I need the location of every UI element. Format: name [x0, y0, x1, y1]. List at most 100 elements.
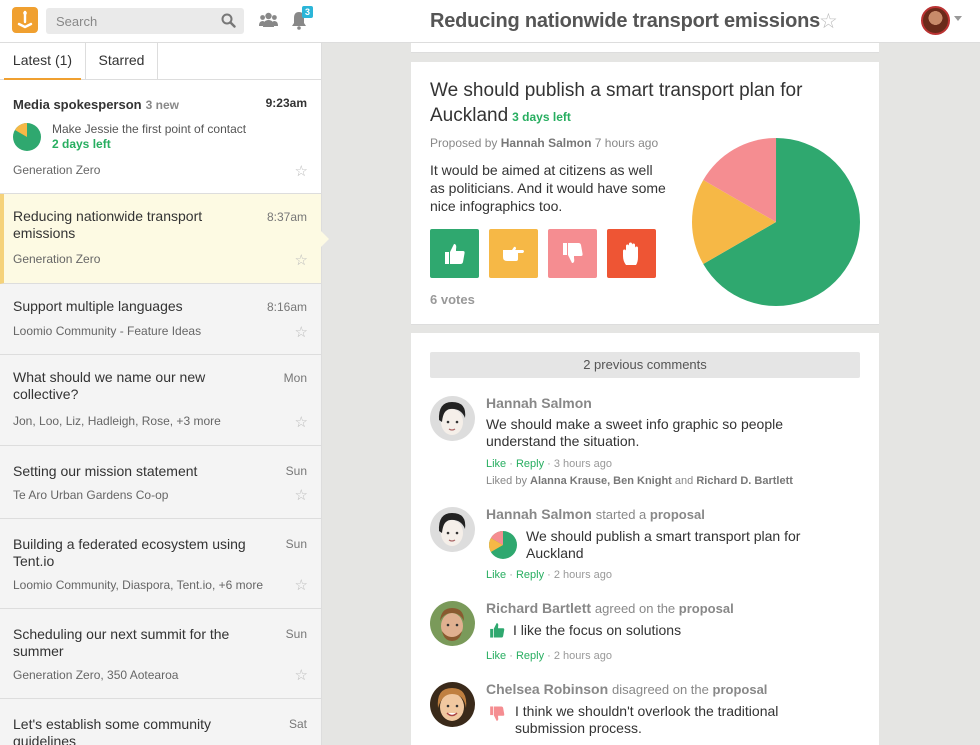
comment-author[interactable]: Richard Bartlett agreed on the proposal	[486, 600, 734, 616]
comment-body: I like the focus on solutions	[513, 622, 873, 639]
user-avatar[interactable]	[921, 6, 950, 35]
groups-icon[interactable]	[259, 12, 278, 28]
avatar[interactable]	[430, 601, 475, 646]
search-input[interactable]	[46, 8, 211, 34]
tab-starred-label: Starred	[99, 52, 145, 68]
top-bar: 3 Reducing nationwide transport emission…	[0, 0, 980, 43]
list-item[interactable]: Building a federated ecosystem using Ten…	[0, 519, 321, 609]
list-item-title: What should we name our new collective?	[13, 369, 253, 403]
tab-latest-label: Latest (1)	[13, 52, 72, 68]
like-link[interactable]: Like	[486, 569, 506, 581]
votes-count[interactable]: 6 votes	[430, 292, 475, 307]
like-link[interactable]: Like	[486, 458, 506, 470]
comment-actions: Like · Reply · 2 hours ago	[486, 569, 612, 581]
list-item-time: Sun	[286, 627, 307, 641]
tab-latest[interactable]: Latest (1)	[0, 43, 86, 80]
proposal-pie-icon	[488, 530, 518, 560]
vote-disagree-button[interactable]	[548, 229, 597, 278]
list-item[interactable]: Media spokesperson 3 new 9:23am Generatio…	[0, 80, 321, 194]
caret-down-icon[interactable]	[954, 16, 962, 21]
new-count: 3 new	[146, 98, 179, 112]
list-item-title: Scheduling our next summit for the summe…	[13, 626, 253, 660]
comment-activity: agreed on the proposal	[595, 601, 734, 616]
list-item-active[interactable]: Reducing nationwide transport emissions …	[0, 194, 321, 284]
activity-target[interactable]: proposal	[679, 601, 734, 616]
comment-actions: Like · Reply · 3 hours ago	[486, 458, 612, 470]
proposal-description: It would be aimed at citizens as well as…	[430, 161, 670, 215]
loomio-logo-icon[interactable]	[12, 7, 38, 33]
proposal-meta: Proposed by Hannah Salmon 7 hours ago	[430, 136, 658, 150]
proposer-name[interactable]: Hannah Salmon	[501, 136, 592, 150]
avatar[interactable]	[430, 396, 475, 441]
list-item-time: Sun	[286, 464, 307, 478]
activity-target[interactable]: proposal	[650, 507, 705, 522]
list-item[interactable]: Let's establish some community guideline…	[0, 699, 321, 745]
sidebar-tabs: Latest (1) Starred	[0, 43, 321, 80]
list-item-title: Building a federated ecosystem using Ten…	[13, 536, 253, 570]
avatar-hannah-image	[430, 396, 475, 441]
list-item-title: Reducing nationwide transport emissions	[13, 208, 253, 242]
comment-body: We should publish a smart transport plan…	[526, 528, 826, 562]
list-item-time: Sat	[289, 717, 307, 731]
comment-author[interactable]: Hannah Salmon started a proposal	[486, 506, 705, 522]
tab-starred[interactable]: Starred	[86, 43, 158, 80]
list-item-title: Setting our mission statement	[13, 463, 253, 480]
list-item-group: Generation Zero	[13, 252, 100, 266]
list-item-group: Generation Zero, 350 Aotearoa	[13, 668, 178, 682]
reply-link[interactable]: Reply	[516, 650, 544, 662]
thumbs-up-icon	[488, 621, 506, 639]
list-item[interactable]: What should we name our new collective? …	[0, 355, 321, 446]
active-item-pointer	[321, 231, 329, 247]
comment-body: I think we shouldn't overlook the tradit…	[515, 703, 815, 737]
proposal-title: We should publish a smart transport plan…	[430, 78, 830, 130]
block-hand-icon	[619, 241, 644, 266]
comment-time: 2 hours ago	[554, 650, 612, 662]
previous-comments-button[interactable]: 2 previous comments	[430, 352, 860, 378]
search-icon[interactable]	[221, 13, 236, 28]
proposal-days-left: 3 days left	[512, 110, 571, 124]
list-item-title: Media spokesperson 3 new	[13, 96, 253, 114]
notification-count-badge[interactable]: 3	[302, 6, 313, 18]
like-link[interactable]: Like	[486, 650, 506, 662]
liked-names[interactable]: Alanna Krause, Ben Knight	[530, 475, 672, 487]
star-icon[interactable]: ☆	[295, 162, 308, 180]
reply-link[interactable]: Reply	[516, 458, 544, 470]
search-box[interactable]	[46, 8, 244, 34]
list-item[interactable]: Support multiple languages 8:16am Loomio…	[0, 284, 321, 355]
discussion-title: Reducing nationwide transport emissions	[430, 10, 820, 33]
star-icon[interactable]: ☆	[295, 666, 308, 684]
star-icon[interactable]: ☆	[295, 576, 308, 594]
comment-body: We should make a sweet info graphic so p…	[486, 416, 846, 450]
comment-activity: disagreed on the proposal	[612, 682, 767, 697]
liked-last[interactable]: Richard D. Bartlett	[696, 475, 793, 487]
proposal-results-pie-chart	[691, 137, 861, 307]
avatar[interactable]	[430, 507, 475, 552]
proposal-summary: Make Jessie the first point of contact	[52, 122, 246, 136]
star-icon[interactable]: ☆	[295, 251, 308, 269]
comment-time: 2 hours ago	[554, 569, 612, 581]
list-item-title: Support multiple languages	[13, 298, 253, 315]
list-item[interactable]: Setting our mission statement Sun Te Aro…	[0, 446, 321, 519]
star-icon[interactable]: ☆	[295, 486, 308, 504]
vote-agree-button[interactable]	[430, 229, 479, 278]
list-item[interactable]: Scheduling our next summit for the summe…	[0, 609, 321, 699]
vote-abstain-button[interactable]	[489, 229, 538, 278]
comment-author[interactable]: Hannah Salmon	[486, 395, 592, 411]
comment-author[interactable]: Chelsea Robinson disagreed on the propos…	[486, 681, 767, 697]
list-item-group: Generation Zero	[13, 163, 100, 177]
activity-target[interactable]: proposal	[713, 682, 768, 697]
vote-block-button[interactable]	[607, 229, 656, 278]
star-icon[interactable]: ☆	[295, 323, 308, 341]
reply-link[interactable]: Reply	[516, 569, 544, 581]
list-item-time: 8:16am	[267, 300, 307, 314]
star-icon[interactable]: ☆	[295, 413, 308, 431]
list-item-time: 8:37am	[267, 210, 307, 224]
list-item-group: Jon, Loo, Liz, Hadleigh, Rose, +3 more	[13, 414, 221, 428]
star-discussion-icon[interactable]: ☆	[819, 9, 838, 34]
comment-time: 3 hours ago	[554, 458, 612, 470]
comment-activity: started a proposal	[596, 507, 705, 522]
avatar-chelsea-image	[430, 682, 475, 727]
avatar[interactable]	[430, 682, 475, 727]
liked-by: Liked by Alanna Krause, Ben Knight and R…	[486, 475, 793, 487]
thumbs-down-icon	[488, 705, 506, 723]
